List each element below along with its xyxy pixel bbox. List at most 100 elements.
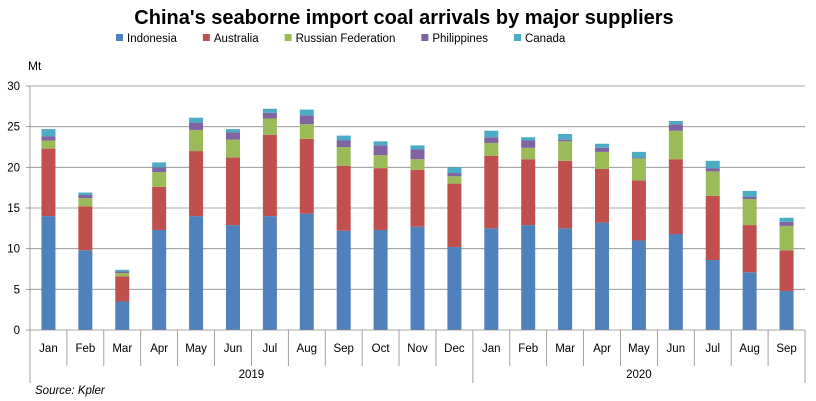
bar-segment-australia (152, 186, 167, 230)
y-tick-label: 20 (7, 162, 20, 174)
bar-segment-russian-federation (410, 159, 425, 170)
bar-segment-russian-federation (447, 176, 462, 184)
bar-segment-indonesia (631, 240, 646, 330)
x-tick-label: Mar (555, 343, 575, 355)
bar-segment-australia (558, 160, 573, 229)
bar-segment-australia (779, 250, 794, 291)
bar-segment-russian-federation (595, 151, 610, 169)
legend-label: Australia (214, 33, 259, 45)
bar-segment-indonesia (410, 226, 425, 330)
bar-segment-indonesia (595, 222, 610, 330)
bars (41, 108, 794, 330)
x-tick-label: Feb (518, 343, 538, 355)
bar-segment-indonesia (668, 234, 683, 330)
bar-segment-philippines (373, 145, 388, 156)
bar-segment-russian-federation (373, 155, 388, 169)
legend-label: Indonesia (127, 33, 177, 45)
bar-segment-indonesia (299, 213, 314, 330)
bar-segment-australia (410, 169, 425, 227)
bar-segment-russian-federation (631, 158, 646, 181)
x-tick-label: Aug (739, 343, 759, 355)
chart-title: China's seaborne import coal arrivals by… (134, 7, 673, 29)
x-tick-label: Jan (39, 343, 58, 355)
bar-segment-australia (631, 180, 646, 241)
y-tick-label: 10 (7, 244, 20, 256)
x-tick-label: Jun (667, 343, 686, 355)
bar-segment-russian-federation (189, 129, 204, 152)
bar-segment-indonesia (189, 216, 204, 330)
x-tick-label: Jul (263, 343, 278, 355)
bar-segment-australia (41, 148, 56, 217)
x-group-label: 2020 (626, 369, 652, 381)
bar-segment-russian-federation (742, 199, 757, 226)
bar-segment-russian-federation (115, 273, 130, 277)
bar-segment-canada (631, 151, 646, 158)
x-tick-label: Sep (776, 343, 796, 355)
x-tick-label: Aug (297, 343, 317, 355)
x-group-label: 2019 (239, 369, 265, 381)
bar-segment-philippines (41, 136, 56, 141)
bar-segment-canada (484, 130, 499, 138)
bar-segment-australia (705, 195, 720, 261)
x-tick-label: Apr (593, 343, 611, 355)
bar-segment-indonesia (521, 225, 536, 330)
bar-segment-canada (705, 160, 720, 169)
x-tick-label: Oct (372, 343, 391, 355)
bar-segment-russian-federation (779, 225, 794, 251)
bar-segment-australia (484, 155, 499, 229)
bar-segment-australia (521, 159, 536, 226)
y-tick-label: 30 (7, 81, 20, 93)
y-tick-label: 15 (7, 203, 20, 215)
bar-segment-australia (299, 138, 314, 214)
x-tick-label: Jan (482, 343, 501, 355)
bar-segment-canada (152, 162, 167, 168)
bar-segment-philippines (115, 271, 130, 274)
bar-segment-canada (115, 269, 130, 272)
source-note: Source: Kpler (35, 385, 106, 397)
legend-swatch (202, 34, 210, 41)
bar-segment-philippines (262, 112, 277, 119)
bar-segment-russian-federation (521, 147, 536, 160)
bar-segment-russian-federation (484, 142, 499, 156)
bar-segment-canada (521, 137, 536, 141)
bar-segment-philippines (447, 173, 462, 177)
bar-segment-philippines (78, 194, 93, 199)
bar-segment-canada (299, 109, 314, 116)
bar-segment-russian-federation (558, 141, 573, 161)
bar-segment-philippines (668, 124, 683, 131)
legend-swatch (284, 34, 292, 41)
bar-segment-philippines (558, 139, 573, 142)
bar-segment-canada (262, 108, 277, 113)
bar-segment-indonesia (558, 228, 573, 330)
x-tick-label: May (628, 343, 650, 355)
bar-segment-russian-federation (705, 171, 720, 196)
x-tick-label: Mar (112, 343, 132, 355)
bar-segment-russian-federation (225, 139, 240, 158)
bar-segment-indonesia (779, 290, 794, 330)
bar-segment-russian-federation (262, 118, 277, 135)
x-tick-label: Jun (224, 343, 243, 355)
bar-segment-russian-federation (336, 147, 351, 166)
bar-segment-indonesia (484, 228, 499, 330)
bar-segment-canada (373, 141, 388, 146)
legend-label: Canada (525, 33, 566, 45)
bar-segment-philippines (742, 196, 757, 200)
x-tick-label: May (185, 343, 207, 355)
bar-segment-australia (373, 168, 388, 230)
bar-segment-philippines (595, 147, 610, 152)
bar-segment-russian-federation (299, 124, 314, 139)
bar-segment-indonesia (262, 216, 277, 330)
x-tick-label: Dec (444, 343, 465, 355)
legend-label: Russian Federation (296, 33, 396, 45)
bar-segment-australia (336, 165, 351, 231)
bar-segment-australia (742, 225, 757, 273)
bar-segment-australia (262, 134, 277, 217)
bar-segment-philippines (152, 167, 167, 173)
legend-label: Philippines (432, 33, 488, 45)
bar-segment-philippines (189, 122, 204, 130)
bar-segment-canada (447, 167, 462, 174)
bar-segment-canada (742, 190, 757, 197)
bar-segment-canada (410, 145, 425, 150)
bar-segment-philippines (410, 149, 425, 160)
